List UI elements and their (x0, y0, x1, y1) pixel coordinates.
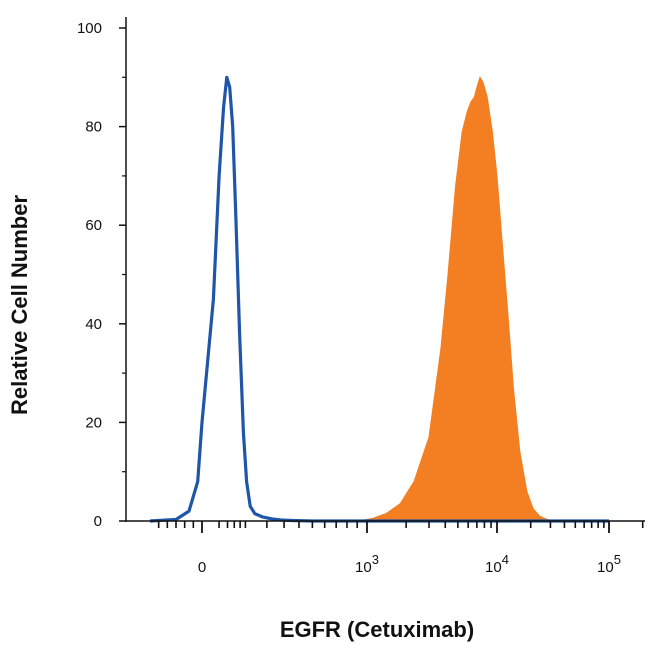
y-tick-label: 40 (85, 316, 102, 333)
plot-area (149, 75, 609, 523)
x-tick-label: 105 (597, 552, 621, 576)
x-tick-label: 104 (485, 552, 509, 576)
y-axis-title: Relative Cell Number (7, 195, 32, 416)
y-tick-label: 80 (85, 119, 102, 136)
y-tick-label: 20 (85, 414, 102, 431)
y-tick-label: 100 (77, 20, 102, 37)
x-axis-title: EGFR (Cetuximab) (280, 617, 474, 642)
x-tick-label: 0 (198, 559, 206, 576)
histogram-outline-series (149, 75, 609, 523)
y-tick-label: 0 (94, 513, 102, 530)
x-tick-label: 103 (355, 552, 379, 576)
axes: 0 20 40 60 80 100 0 103 104 105 (77, 17, 645, 576)
y-tick-label: 60 (85, 217, 102, 234)
histogram-filled-series (150, 76, 609, 522)
